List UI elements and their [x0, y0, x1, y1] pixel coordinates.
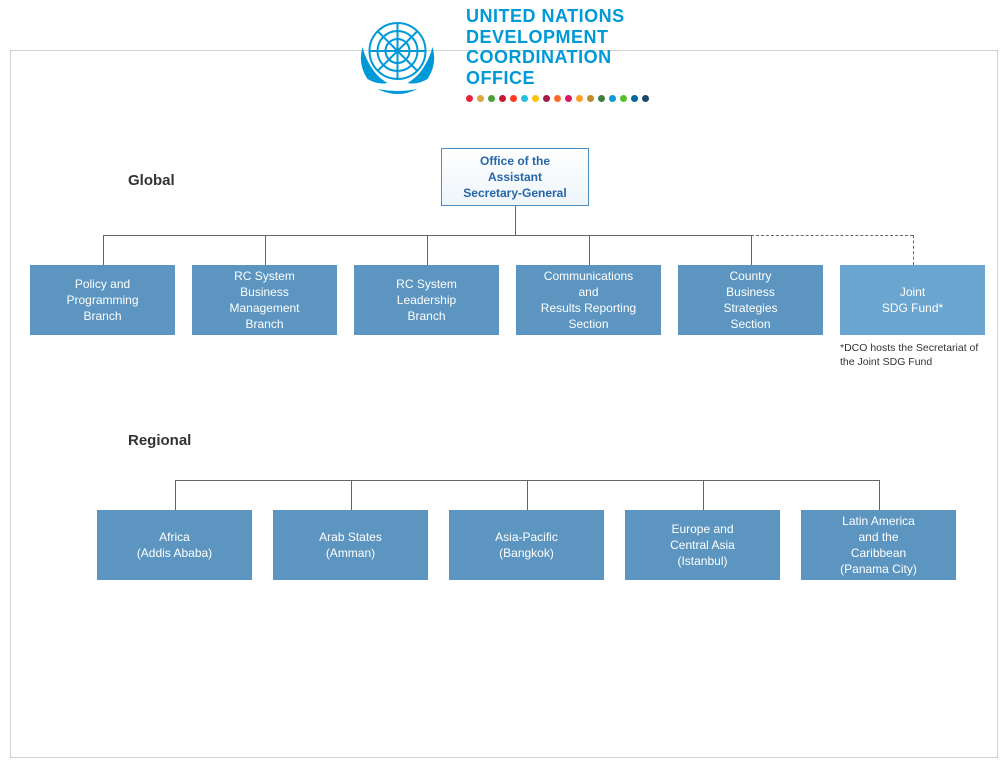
sdg-dot: [554, 95, 561, 102]
section-label-global: Global: [128, 172, 175, 189]
sdg-dot: [510, 95, 517, 102]
connector: [879, 480, 880, 510]
connector: [265, 235, 266, 265]
connector: [751, 235, 913, 236]
regional-box-1: Arab States(Amman): [273, 510, 428, 580]
title-line-1: DEVELOPMENT: [466, 27, 649, 48]
sdg-dot: [488, 95, 495, 102]
title-line-2: COORDINATION: [466, 47, 649, 68]
sdg-dot: [609, 95, 616, 102]
sdg-dot: [499, 95, 506, 102]
sdg-dot: [565, 95, 572, 102]
sdg-dot: [477, 95, 484, 102]
global-box-3: CommunicationsandResults ReportingSectio…: [516, 265, 661, 335]
sdg-dot: [532, 95, 539, 102]
regional-box-3: Europe andCentral Asia(Istanbul): [625, 510, 780, 580]
sdg-dot: [620, 95, 627, 102]
regional-box-0: Africa(Addis Ababa): [97, 510, 252, 580]
connector: [427, 235, 428, 265]
connector: [703, 480, 704, 510]
title-block: UNITED NATIONS DEVELOPMENT COORDINATION …: [466, 6, 649, 102]
global-box-0: Policy andProgrammingBranch: [30, 265, 175, 335]
global-box-1: RC SystemBusinessManagementBranch: [192, 265, 337, 335]
connector: [527, 480, 528, 510]
un-emblem: [345, 9, 450, 99]
connector: [913, 235, 914, 265]
global-box-4: CountryBusinessStrategiesSection: [678, 265, 823, 335]
global-box-5: JointSDG Fund*: [840, 265, 985, 335]
global-box-2: RC SystemLeadershipBranch: [354, 265, 499, 335]
section-label-regional: Regional: [128, 432, 191, 449]
sdg-dot: [631, 95, 638, 102]
regional-box-2: Asia-Pacific(Bangkok): [449, 510, 604, 580]
connector: [515, 206, 516, 235]
connector: [103, 235, 104, 265]
sdg-dot: [642, 95, 649, 102]
connector: [351, 480, 352, 510]
footnote-sdg-fund: *DCO hosts the Secretariat ofthe Joint S…: [840, 342, 995, 369]
top-node-asg-office: Office of theAssistantSecretary-General: [441, 148, 589, 206]
connector: [175, 480, 176, 510]
title-line-3: OFFICE: [466, 68, 649, 89]
sdg-dot: [521, 95, 528, 102]
regional-box-4: Latin Americaand theCaribbean(Panama Cit…: [801, 510, 956, 580]
connector: [589, 235, 590, 265]
sdg-dot: [466, 95, 473, 102]
sdg-dot: [576, 95, 583, 102]
title-line-0: UNITED NATIONS: [466, 6, 649, 27]
sdg-dot: [598, 95, 605, 102]
sdg-dot: [543, 95, 550, 102]
sdg-dots: [466, 95, 649, 102]
sdg-dot: [587, 95, 594, 102]
connector: [751, 235, 752, 265]
header: UNITED NATIONS DEVELOPMENT COORDINATION …: [345, 6, 649, 102]
